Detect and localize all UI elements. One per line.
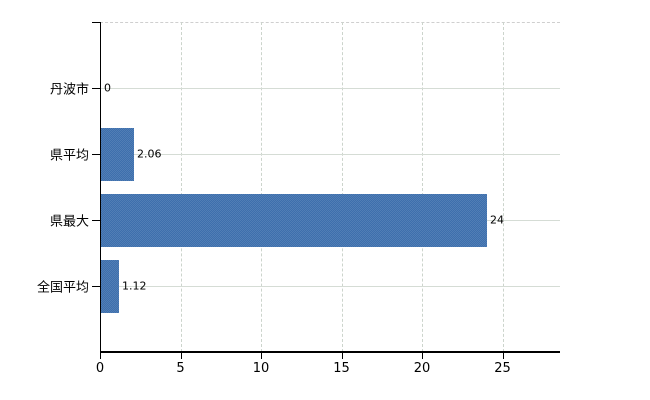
x-tick-label: 25	[494, 361, 511, 376]
x-tick-label: 15	[333, 361, 350, 376]
plot-top-border	[100, 22, 560, 23]
y-gridline	[100, 154, 560, 155]
x-tick-label: 10	[252, 361, 270, 376]
category-label: 全国平均	[36, 280, 89, 296]
x-tick-label: 5	[176, 361, 185, 376]
y-axis-tick	[92, 154, 100, 155]
x-axis-tick	[422, 353, 423, 359]
y-gridline	[100, 286, 560, 287]
category-label: 丹波市	[49, 82, 89, 98]
y-gridline	[100, 88, 560, 89]
x-gridline	[180, 22, 182, 352]
value-label: 2.06	[137, 147, 162, 161]
value-label: 1.12	[122, 279, 147, 293]
x-axis-tick	[341, 353, 343, 359]
x-axis-tick	[180, 353, 182, 359]
y-axis-tick	[92, 286, 100, 287]
x-axis-tick	[100, 353, 101, 359]
y-axis-end-tick	[92, 22, 100, 23]
x-tick-label: 0	[95, 361, 105, 376]
x-gridline	[341, 22, 343, 352]
x-axis-tick	[502, 353, 504, 359]
bar-2	[101, 127, 134, 181]
category-label: 県平均	[49, 148, 89, 164]
x-tick-label: 20	[413, 361, 431, 376]
x-gridline	[261, 22, 262, 352]
x-gridline	[422, 22, 423, 352]
value-label: 0	[104, 81, 111, 95]
y-axis-line	[100, 22, 101, 352]
y-axis-tick	[92, 220, 100, 221]
bar-4	[101, 259, 119, 313]
x-gridline	[502, 22, 504, 352]
bar-3	[101, 193, 487, 247]
x-axis-line	[100, 351, 560, 353]
x-axis-tick	[261, 353, 262, 359]
category-label: 県最大	[49, 214, 89, 230]
y-axis-tick	[92, 88, 100, 89]
value-label: 24	[490, 213, 504, 227]
